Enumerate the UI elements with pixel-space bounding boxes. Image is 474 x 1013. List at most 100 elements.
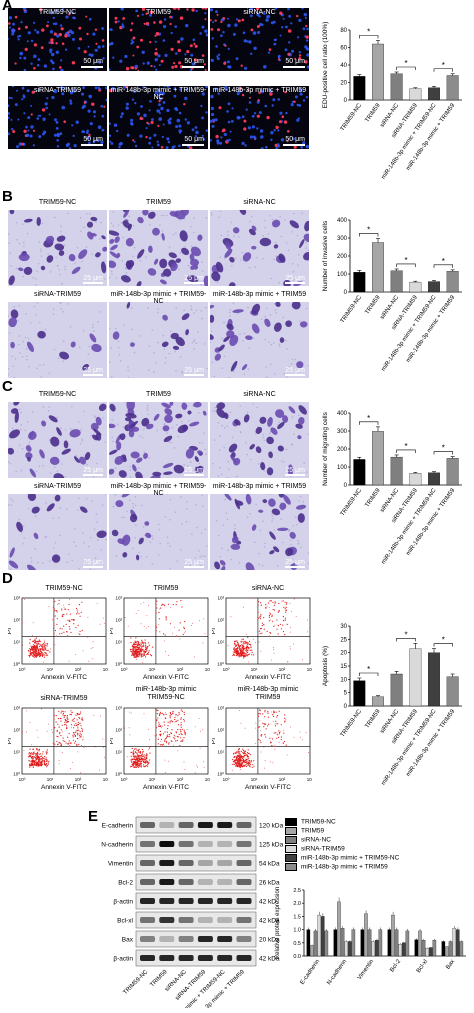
blot-band [140,822,155,828]
micrograph-title: miR-148b-3p mimic + TRIM59 [212,87,307,94]
x-tick-label: TRIM59 [364,487,382,508]
flow-x-tick: 10¹ [47,777,54,782]
blot-band [217,822,233,828]
micrograph-image [210,205,314,289]
flow-y-tick: 10² [217,618,224,623]
flow-y-tick: 10⁰ [217,662,224,667]
scale-bar [182,66,204,68]
y-tick-label: 0 [344,704,348,710]
scale-bar [184,566,204,568]
blot-kda-label: 42 kDa [259,956,280,963]
legend-label: miR-148b-3p mimic + TRIM59 [301,863,388,871]
flow-x-tick: 10³ [307,777,312,782]
scale-bar [184,374,204,376]
micrograph-image [7,301,107,379]
scale-bar-label: 50 μm [285,136,305,143]
significance-bracket [433,264,453,268]
blot-band [197,917,213,923]
flow-plot-title: siRNA-TRIM59 [40,695,88,702]
panel-a-bar-chart: 0 20 40 60 80 EDU-positive cell ratio (100%) T… [322,22,462,180]
blot-protein-label: Bcl-xl [117,918,133,925]
y-axis-label: Number of invasive cells [322,220,329,291]
panel-a-micrograph: siRNA-NC 50 μm [210,8,309,71]
bar [347,941,352,957]
flow-plot-subtitle: TRIM59-NC [147,694,185,701]
scale-bar-label: 50 μm [184,136,204,143]
flow-y-tick: 10⁰ [13,662,20,667]
scale-bar-label: 25 μm [83,275,103,282]
flow-y-tick: 10² [13,728,20,733]
y-tick-label: 2.0 [293,901,301,907]
blot-protein-label: Bcl-2 [118,880,133,887]
panel-e-western-blot: E-cadherin 120 kDa N-cadherin 125 kDa Viment… [96,816,306,1013]
y-tick-label: 30 [340,624,347,630]
blot-strip [135,854,257,872]
bar [425,947,429,957]
scale-bar [285,374,305,376]
y-tick-label: 0 [344,290,348,296]
flow-y-tick: 10¹ [13,640,20,645]
y-tick-label: 0.0 [293,954,301,960]
flow-x-axis-label: Annexin V-FITC [143,674,189,680]
legend-label: TRIM59-NC [301,818,336,826]
flow-x-tick: 10² [177,777,184,782]
bar [371,941,375,957]
flow-y-tick: 10¹ [115,640,122,645]
panel-b-micrograph: siRNA-TRIM59 25 μm [7,291,107,379]
scale-bar [285,566,305,568]
significance-star: * [367,414,370,423]
bar [432,940,437,957]
legend-entry: miR-148b-3p mimic + TRIM59 [285,863,388,871]
legend-entry: siRNA-TRIM59 [285,845,345,853]
x-tick-label: TRIM59-NC [340,294,364,324]
blot-band [159,822,175,828]
flow-x-tick: 10¹ [251,777,258,782]
micrograph-image [210,8,309,71]
micrograph-image [210,402,310,479]
blot-band [217,955,233,961]
y-tick-label: 300 [337,236,348,242]
scale-bar-label: 25 μm [184,559,204,566]
flow-x-tick: 10² [75,667,82,672]
significance-bracket [433,68,453,72]
significance-star: * [367,28,370,37]
significance-star: * [367,226,370,235]
scale-bar-label: 25 μm [83,559,103,566]
flow-y-tick: 10² [115,618,122,623]
panel-e-grouped-bar-chart: 0.0 0.5 1.0 1.5 2.0 2.5 Relative protein expre… [275,887,466,986]
bar [428,652,440,707]
legend-swatch [285,863,297,871]
bar [455,929,460,957]
micrograph-title: miR-148b-3p mimic + TRIM59-NC [110,483,207,497]
micrograph-title: siRNA-NC [243,9,276,16]
significance-star: * [404,256,407,265]
bar [372,43,384,101]
bar [414,939,419,957]
y-tick-label: 20 [340,651,347,657]
scale-bar-label: 50 μm [83,136,103,143]
flow-x-tick: 10² [279,667,286,672]
flow-y-tick: 10³ [13,706,20,711]
blot-band [236,860,252,866]
bar [446,458,459,486]
bar [353,680,366,707]
micrograph-image [8,8,107,71]
flow-x-tick: 10⁰ [121,667,128,672]
y-axis-label: EDU-positive cell ratio (100%) [322,22,329,108]
y-tick-label: 60 [340,46,347,52]
flow-plot-title: miR-148b-3p mimic TRIM59 [226,686,310,702]
micrograph-title: TRIM59-NC [38,9,77,16]
flow-y-tick: 10³ [217,596,224,601]
flow-x-tick: 10³ [205,667,210,672]
y-axis-label: Apoptosis (%) [322,646,329,686]
y-tick-label: 1.0 [293,928,301,934]
panel-b-micrograph: siRNA-NC 25 μm [210,199,314,289]
flow-x-tick: 10⁰ [223,777,230,782]
significance-star: * [442,257,445,266]
legend-label: miR-148b-3p mimic + TRIM59-NC [301,854,400,862]
scale-bar [283,144,305,146]
panel-a-image-grid: TRIM59-NC 50 μm TRIM59 50 μm siRNA-NC 50 μm si… [8,8,310,162]
